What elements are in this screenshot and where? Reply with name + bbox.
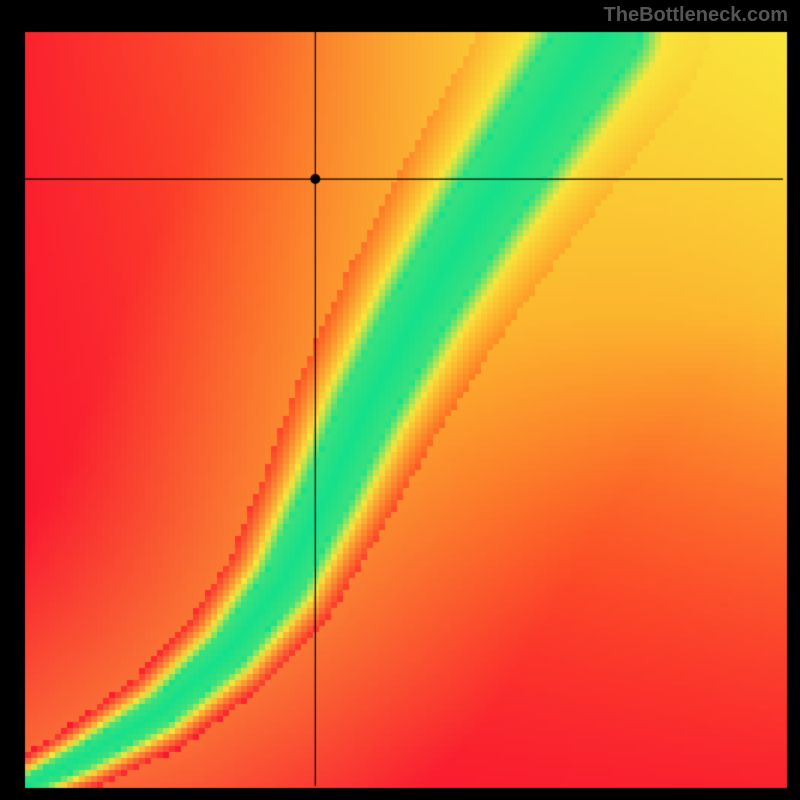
watermark-text: TheBottleneck.com [604,4,788,27]
heatmap-canvas [0,0,800,800]
chart-container: TheBottleneck.com [0,0,800,800]
